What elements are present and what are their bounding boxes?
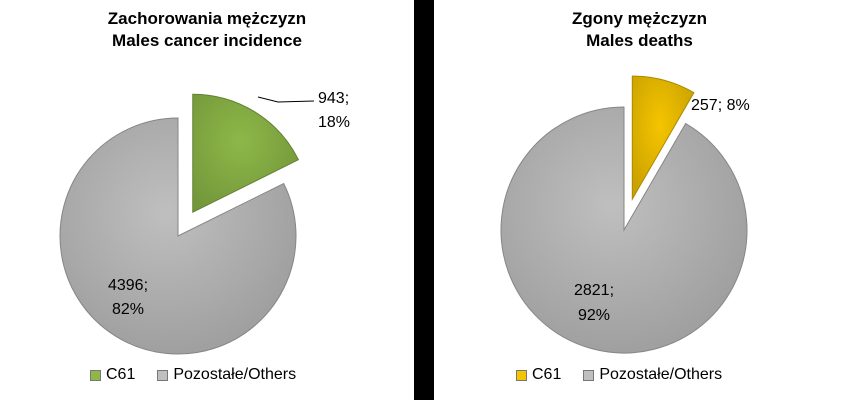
legend-item-others: Pozostałe/Others [583,366,722,384]
data-label-c61: 943; [318,90,349,107]
legend-item-others: Pozostałe/Others [157,366,296,384]
pie-slice-others [59,117,297,355]
data-label-percent-c61: 18% [318,114,350,131]
data-label-others: 2821; [574,282,614,299]
data-label-percent-others: 82% [112,301,144,318]
legend-label-c61: C61 [106,366,136,383]
chart-title: Zachorowania mężczyzn Males cancer incid… [0,8,414,52]
chart-title-line1: Zachorowania mężczyzn [107,9,307,28]
legend-item-c61: C61 [516,366,561,384]
legend-swatch-c61 [516,369,527,381]
chart-title-line1: Zgony mężczyzn [571,9,708,28]
chart-title-line2: Males cancer incidence [112,31,302,50]
chart-title: Zgony mężczyzn Males deaths [434,8,845,52]
data-label-percent-others: 92% [578,307,610,324]
pie-slice-others [500,106,748,354]
legend-swatch-others [157,369,169,381]
chart-panel-deaths: Zgony mężczyzn Males deaths 257; 8% 2821;… [434,0,845,400]
legend-swatch-c61 [90,369,101,381]
legend-label-c61: C61 [532,366,562,383]
chart-title-line2: Males deaths [586,31,693,50]
data-label-c61: 257; 8% [691,97,750,114]
pie-chart-incidence: 943; 18% 4396; 82% [59,90,350,355]
chart-panel-incidence: Zachorowania mężczyzn Males cancer incid… [0,0,414,400]
chart-legend: C61 Pozostałe/Others [90,366,318,384]
pie-chart-deaths: 257; 8% 2821; 92% [500,75,750,354]
data-label-others: 4396; [108,277,148,294]
pie-slice-c61 [192,93,300,214]
leader-line-c61 [257,96,315,103]
legend-swatch-others [583,369,595,381]
legend-label-others: Pozostałe/Others [173,366,297,383]
legend-item-c61: C61 [90,366,135,384]
pie-slice-c61 [631,75,695,201]
legend-label-others: Pozostałe/Others [599,366,723,383]
chart-legend: C61 Pozostałe/Others [516,366,744,384]
